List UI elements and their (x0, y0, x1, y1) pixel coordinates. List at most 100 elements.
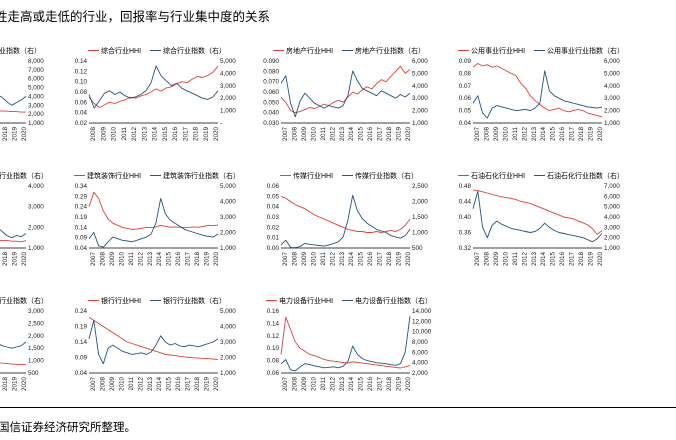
x-axis-year-label: 2019 (12, 127, 19, 142)
x-axis-year-label: 2013 (531, 127, 538, 142)
chart-zonghe: 综合行业HHI 综合行业指数（右） 0.14 0.12 0.10 0.08 0.06 0.04… (62, 44, 252, 161)
chart-plot: 0.09 0.08 0.07 0.06 0.05 0.04 6,000 5,000 4,000 3… (459, 58, 621, 142)
x-axis-year-label: 2016 (172, 127, 179, 142)
right-axis-tick-label: 2,000 (604, 108, 620, 115)
legend-line-hhi-icon (279, 174, 291, 177)
series-line-hhi (88, 65, 219, 108)
x-axis-year-label: 2019 (396, 127, 403, 142)
series-line-index (0, 229, 27, 239)
legend-key: 石油石化行业HHI (457, 171, 525, 181)
series-line-index (280, 70, 411, 118)
left-axis-tick-label: 0.03 (267, 214, 280, 221)
x-axis-year-label: 2017 (569, 252, 576, 267)
right-axis-tick-label: 8,000 (28, 58, 44, 65)
legend-label: 非银金融行业指数（右） (0, 297, 49, 305)
x-axis-year-label: 2020 (21, 127, 28, 142)
left-axis-tick-label: 0.14 (267, 320, 280, 327)
legend-line-hhi-icon (87, 299, 99, 302)
chart-legend: 房地产行业HHI 房地产行业指数（右） (254, 44, 444, 57)
legend-key: 非银金融行业指数（右） (0, 296, 48, 306)
left-axis-tick-label: 0.080 (263, 68, 279, 75)
legend-line-index-icon (150, 299, 162, 302)
series-line-index (0, 95, 27, 106)
x-axis-year-label: 2009 (301, 252, 308, 267)
legend-line-hhi-icon (87, 49, 99, 52)
left-axis-tick-label: 0.19 (75, 324, 88, 331)
right-axis-tick-label: 2,000 (220, 230, 236, 237)
x-axis-year-label: 2019 (204, 252, 211, 267)
left-axis-tick-label: 0.40 (459, 214, 472, 221)
right-axis-tick-label: 5,000 (412, 70, 428, 77)
right-axis-tick-label: 5,000 (220, 308, 236, 315)
right-axis-tick-label: 4,000 (28, 93, 44, 100)
legend-key: 综合行业指数（右） (150, 46, 226, 56)
series-line-hhi (0, 110, 26, 113)
x-axis-year-label: 2014 (540, 252, 547, 267)
right-axis-tick-label: 3,000 (220, 339, 236, 346)
left-axis-tick-label: 0.06 (459, 95, 472, 102)
left-axis-tick-label: 0.32 (459, 245, 472, 252)
x-axis-year-label: 2011 (320, 252, 327, 266)
series-line-hhi (88, 316, 219, 360)
right-axis-tick-label: 3,000 (28, 204, 44, 211)
x-axis-year-label: 2008 (291, 377, 298, 392)
chart-plot: 0.300.250.200.150.100.053,0002,5002,0001… (0, 308, 44, 391)
legend-label: 传媒行业HHI (292, 172, 334, 180)
right-axis-tick-label: 3,000 (604, 224, 620, 231)
x-axis-year-label: 2018 (578, 252, 585, 267)
legend-label: 电力设备行业指数（右） (355, 297, 433, 305)
x-axis-year-label: 2018 (194, 377, 201, 392)
left-axis-tick-label: 0.04 (75, 370, 88, 377)
legend-label: 石油石化行业指数（右） (547, 172, 625, 180)
right-axis-tick-label: 1,500 (28, 345, 44, 352)
right-axis-tick-label: 8,000 (412, 339, 428, 346)
left-axis-tick-label: 0.040 (263, 110, 279, 117)
right-axis-tick-label: 4,000 (604, 83, 620, 90)
series-line-hhi (280, 65, 411, 114)
x-axis-year-label: 2016 (559, 252, 566, 267)
right-axis-tick-label: 2,500 (412, 183, 428, 190)
series-line-hhi (472, 63, 603, 118)
x-axis-year-label: 2017 (377, 252, 384, 267)
x-axis-year-label: 2011 (128, 252, 135, 266)
x-axis-year-label: 2017 (185, 252, 192, 267)
left-axis-tick-label: 0.06 (267, 370, 280, 377)
right-axis-tick-label: 6,000 (412, 58, 428, 65)
x-axis-year-label: 2013 (147, 377, 154, 392)
left-axis-tick-label: 0.060 (263, 89, 279, 96)
x-axis-year-label: 2011 (320, 127, 327, 141)
x-axis-year-label: 2013 (531, 252, 538, 267)
right-axis-tick-label: 2,000 (220, 355, 236, 362)
left-axis-tick-label: 0.05 (459, 108, 472, 115)
x-axis-year-label: 2007 (282, 127, 289, 142)
left-axis-tick-label: 0.090 (263, 58, 279, 65)
left-axis-tick-label: 0.04 (459, 120, 472, 127)
right-axis-tick-label: 1,000 (604, 245, 620, 252)
x-axis-year-label: 2016 (367, 252, 374, 267)
right-axis-tick-label: 5,000 (28, 85, 44, 92)
left-axis-tick-label: 0.34 (75, 183, 88, 190)
left-axis-tick-label: 0.05 (267, 193, 280, 200)
right-axis-tick-label: 1,000 (220, 245, 236, 252)
x-axis-year-label: 2009 (493, 127, 500, 142)
chart-plot: 0.48 0.44 0.40 0.36 0.32 7,000 6,000 5,000 4,000… (459, 183, 621, 267)
x-axis-year-label: 2010 (118, 252, 125, 267)
right-axis-tick-label: 6,000 (412, 349, 428, 356)
x-axis-year-label: 2017 (569, 127, 576, 142)
right-axis-tick-label: 1,000 (604, 120, 620, 127)
x-axis-year-label: 2011 (128, 377, 135, 391)
chart-plot: 0.090 0.080 0.070 0.060 0.050 0.040 0.030 6,000… (263, 58, 428, 142)
legend-key: 电力设备行业指数（右） (342, 296, 432, 306)
x-axis-year-label: 2008 (291, 252, 298, 267)
chart-legend: 电力设备行业HHI 电力设备行业指数（右） (254, 294, 444, 307)
right-axis-tick-label: 2,000 (412, 108, 428, 115)
right-axis-tick-label: 7,000 (28, 67, 44, 74)
series-line-index (472, 70, 603, 119)
figure-title: 性走高或走低的行业，回报率与行业集中度的关系 (0, 10, 271, 24)
x-axis-year-label: 2019 (396, 252, 403, 267)
chart-realestate: 房地产行业HHI 房地产行业指数（右） 0.090 0.080 0.070 0.060 0.… (254, 44, 444, 161)
right-axis-tick-label: - (220, 120, 222, 127)
right-axis-tick-label: 1,000 (28, 120, 44, 127)
right-axis-tick-label: 10,000 (412, 329, 432, 336)
right-axis-tick-label: 500 (412, 245, 423, 252)
